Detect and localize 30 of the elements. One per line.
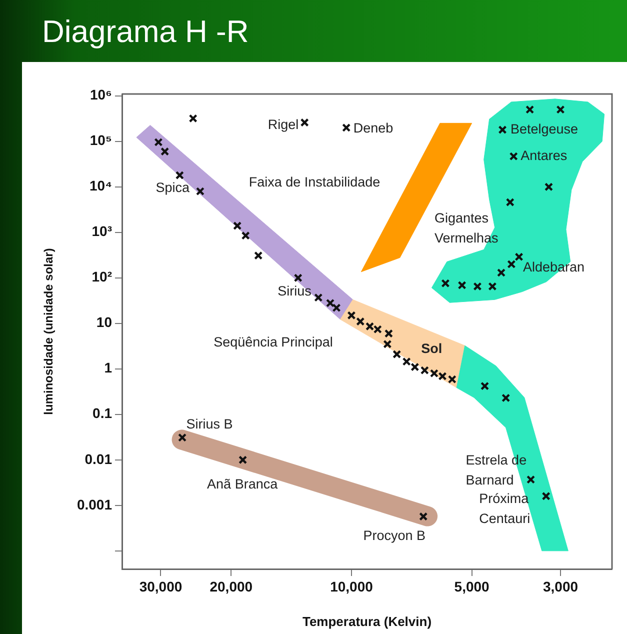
annotation: Spica xyxy=(156,180,190,195)
annotation: Sol xyxy=(421,341,442,356)
x-axis-title: Temperatura (Kelvin) xyxy=(302,614,432,629)
annotation: Antares xyxy=(520,148,568,164)
chart-title: Diagrama H -R xyxy=(42,14,249,50)
annotation: Rigel xyxy=(268,117,299,132)
annotation: Procyon B xyxy=(363,528,426,544)
y-tick-label: 0.1 xyxy=(92,405,112,422)
x-tick-label: 20,000 xyxy=(210,578,253,594)
y-tick-label: 1 xyxy=(104,360,112,376)
annotation: Sirius xyxy=(278,283,312,298)
y-axis-title: luminosidade (unidade solar) xyxy=(42,248,56,415)
y-tick-label: 0.001 xyxy=(76,496,112,512)
x-tick-label: 10,000 xyxy=(330,578,374,594)
annotation: Sirius B xyxy=(186,416,233,432)
annotation: Anã Branca xyxy=(207,476,278,492)
annotation: Betelgeuse xyxy=(510,121,578,136)
y-tick-label: 10⁴ xyxy=(90,178,112,194)
y-tick-label: 10⁶ xyxy=(90,86,112,103)
x-tick-label: 3,000 xyxy=(542,578,578,594)
annotation: Seqüência Principal xyxy=(214,334,333,350)
y-tick-label: 10 xyxy=(96,314,112,330)
annotation: Deneb xyxy=(353,120,394,136)
y-tick-label: 10⁵ xyxy=(90,132,112,148)
y-tick-label: 10³ xyxy=(92,223,112,240)
x-tick-label: 5,000 xyxy=(454,578,490,594)
y-tick-label: 10² xyxy=(92,268,112,285)
x-tick-label: 30,000 xyxy=(139,578,182,594)
y-tick-label: 0.01 xyxy=(84,450,112,467)
annotation: Faixa de Instabilidade xyxy=(248,174,380,190)
